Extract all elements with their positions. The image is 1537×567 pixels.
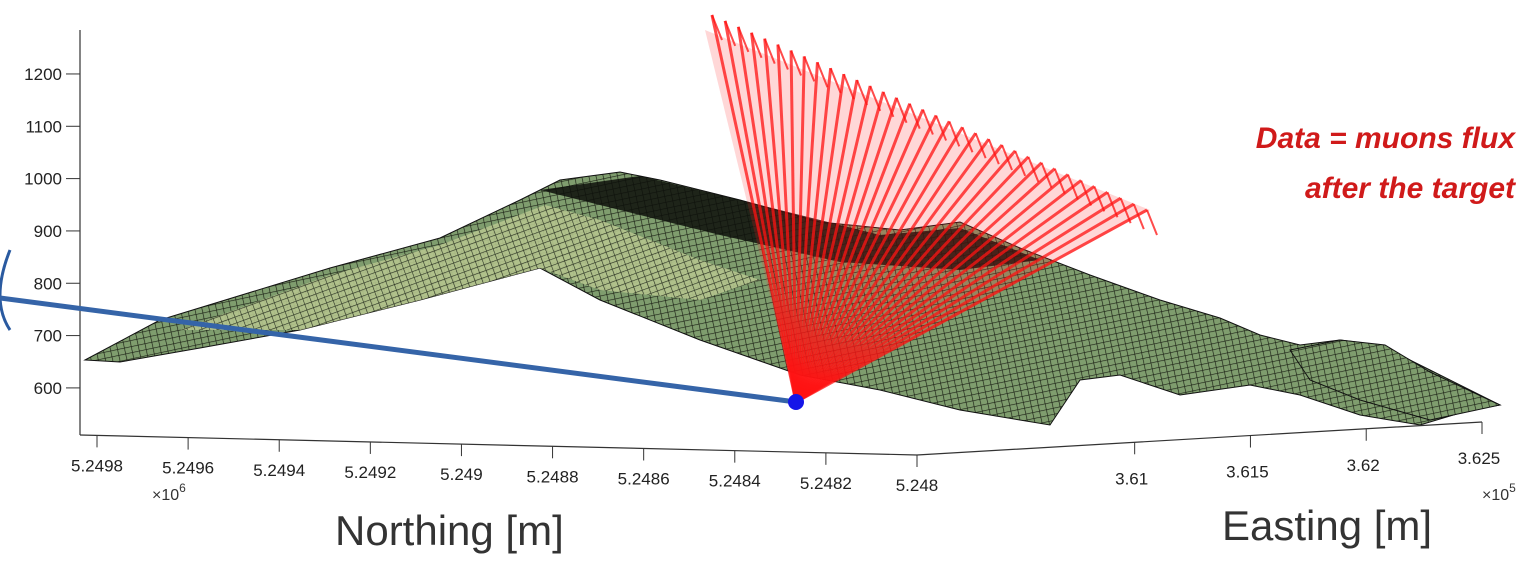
- easting-tick-label: 3.625: [1458, 449, 1501, 468]
- z-tick-label: 1000: [24, 170, 62, 189]
- northing-tick-label: 5.249: [440, 465, 483, 484]
- northing-tick-label: 5.2498: [71, 456, 123, 475]
- z-tick-label: 1200: [24, 65, 62, 84]
- northing-tick-label: 5.2488: [527, 467, 579, 486]
- multiplier-base: ×10: [152, 487, 179, 504]
- z-tick-label: 800: [34, 274, 62, 293]
- ray-tip: [1147, 210, 1157, 235]
- multiplier-base: ×10: [1482, 487, 1509, 504]
- northing-tick-label: 5.2482: [800, 474, 852, 493]
- northing-tick-label: 5.2496: [162, 459, 214, 478]
- detector-point: [788, 394, 804, 410]
- z-tick-label: 900: [34, 222, 62, 241]
- northing-tick-label: 5.2486: [618, 469, 670, 488]
- easting-label: Easting [m]: [1222, 502, 1432, 549]
- easting-multiplier: ×105: [1482, 481, 1516, 504]
- page: {"chart_data": {"type": "surface3d", "an…: [0, 0, 1537, 562]
- northing-tick-label: 5.248: [896, 476, 939, 495]
- multiplier-exponent: 5: [1509, 481, 1516, 495]
- z-tick-label: 1100: [25, 117, 62, 136]
- easting-tick-label: 3.615: [1226, 463, 1269, 482]
- annotation: Data = muons flux: [1256, 122, 1517, 155]
- z-tick-label: 600: [34, 379, 62, 398]
- easting-tick-label: 3.62: [1347, 456, 1380, 475]
- northing-tick-label: 5.2484: [709, 472, 761, 491]
- northing-multiplier: ×106: [152, 481, 186, 504]
- easting-tick-label: 3.61: [1115, 469, 1148, 488]
- multiplier-exponent: 6: [179, 481, 186, 495]
- northing-tick-label: 5.2494: [253, 461, 305, 480]
- blue-arc: [0, 250, 10, 330]
- base-axis-line: [80, 422, 1482, 455]
- z-tick-label: 700: [34, 327, 62, 346]
- northing-label: Northing [m]: [335, 507, 564, 554]
- figure: Data = muons flux after the target North…: [0, 0, 1537, 562]
- northing-tick-label: 5.2492: [344, 463, 396, 482]
- annotation: after the target: [1305, 172, 1517, 205]
